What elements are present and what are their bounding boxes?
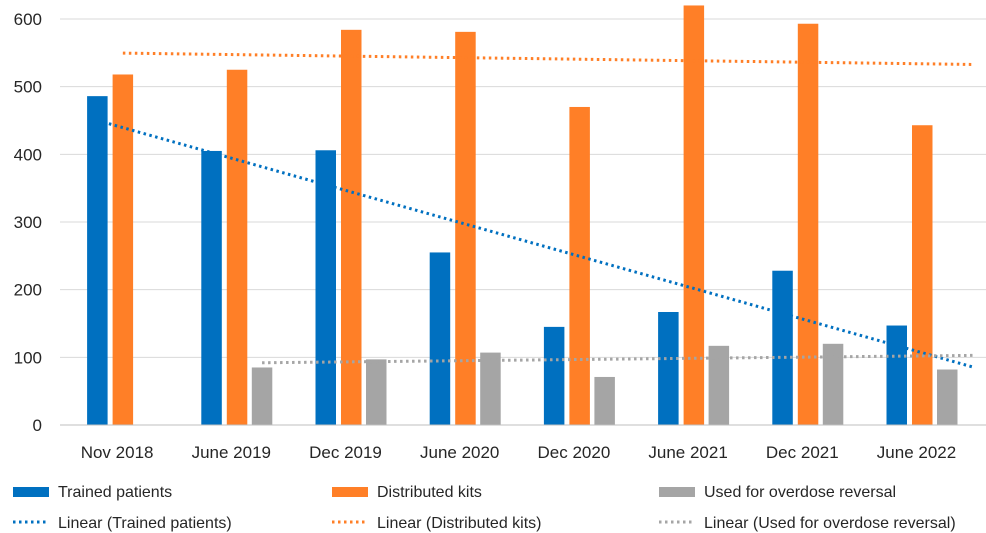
bar [683, 5, 705, 425]
bar [543, 326, 565, 425]
bar [822, 343, 844, 425]
bar [569, 106, 590, 425]
y-tick-label: 500 [14, 78, 42, 97]
legend-label: Distributed kits [377, 484, 482, 501]
bar [912, 125, 933, 425]
y-tick-label: 100 [14, 348, 42, 367]
legend-swatch [659, 487, 695, 497]
legend-label: Linear (Trained patients) [58, 515, 232, 532]
bar [87, 96, 108, 425]
x-tick-label: June 2022 [877, 443, 956, 462]
bar [112, 74, 134, 425]
bar [797, 23, 819, 426]
bar [708, 345, 730, 425]
bar [886, 325, 907, 425]
x-tick-label: June 2020 [420, 443, 499, 462]
bar [937, 369, 958, 425]
bar [658, 311, 679, 425]
legend-swatch [13, 487, 49, 497]
y-tick-label: 200 [14, 281, 42, 300]
trendline [96, 118, 975, 369]
bar [455, 31, 476, 426]
trendline [122, 51, 974, 66]
trendlines [96, 51, 975, 369]
legend-label: Linear (Distributed kits) [377, 515, 542, 532]
bar [226, 69, 248, 425]
x-tick-label: Dec 2019 [309, 443, 382, 462]
y-tick-label: 0 [33, 416, 42, 435]
bar [201, 150, 222, 425]
y-tick-label: 300 [14, 213, 42, 232]
y-tick-label: 400 [14, 145, 42, 164]
y-tick-label: 600 [14, 10, 42, 29]
bars [87, 5, 958, 426]
y-axis-ticks: 0 100 200 300 400 500 600 [14, 10, 42, 435]
bar [315, 150, 336, 426]
legend-label: Used for overdose reversal [704, 484, 896, 501]
legend-label: Linear (Used for overdose reversal) [704, 515, 956, 532]
x-tick-label: Dec 2021 [766, 443, 839, 462]
bar [429, 252, 451, 425]
legend: Trained patients Distributed kits Used for… [13, 484, 956, 532]
bar [480, 352, 501, 425]
bar [366, 359, 387, 425]
bar [772, 270, 793, 425]
x-tick-label: June 2019 [192, 443, 271, 462]
x-tick-label: Nov 2018 [81, 443, 154, 462]
legend-label: Trained patients [58, 484, 172, 501]
gridlines [60, 18, 986, 358]
bar [251, 367, 273, 425]
x-tick-label: June 2021 [648, 443, 727, 462]
bar [341, 29, 362, 426]
x-tick-label: Dec 2020 [538, 443, 611, 462]
x-axis-ticks: Nov 2018 June 2019 Dec 2019 June 2020 Dec 20… [81, 443, 956, 462]
bar [594, 376, 615, 425]
trendline [262, 353, 974, 365]
legend-swatch [332, 487, 368, 497]
